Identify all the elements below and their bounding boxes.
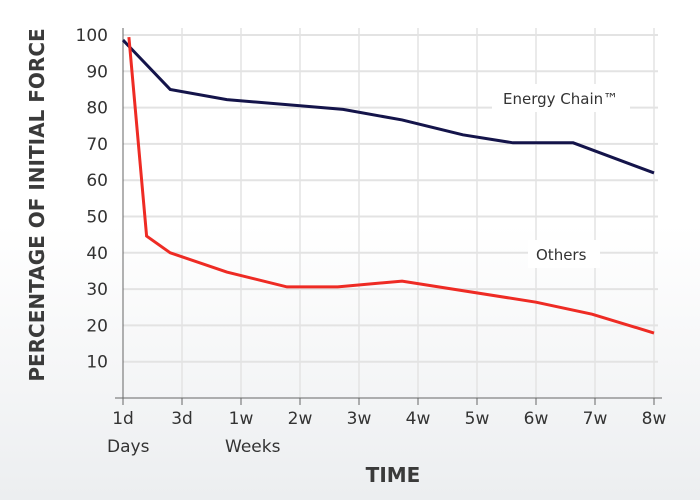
x-tick-label: 1w xyxy=(229,409,254,429)
y-axis-title: PERCENTAGE OF INITIAL FORCE xyxy=(25,28,49,381)
y-tick-label: 100 xyxy=(76,26,108,46)
x-tick-label: 4w xyxy=(406,409,431,429)
x-tick-label: 3w xyxy=(347,409,372,429)
x-axis-title: TIME xyxy=(366,463,421,487)
legend-energy-chain-box xyxy=(492,84,630,112)
x-tick-label: 7w xyxy=(583,409,608,429)
y-tick-label: 20 xyxy=(86,316,108,336)
y-tick-label: 60 xyxy=(86,171,108,191)
legend-energy-chain: Energy Chain™ xyxy=(503,90,618,108)
x-tick-label: 5w xyxy=(465,409,490,429)
y-tick-label: 50 xyxy=(86,208,108,228)
y-tick-label: 80 xyxy=(86,99,108,119)
y-tick-label: 40 xyxy=(86,244,108,264)
y-tick-label: 10 xyxy=(86,353,108,373)
x-tick-label: 3d xyxy=(171,409,193,429)
grid xyxy=(123,28,658,398)
x-tick-label: 2w xyxy=(288,409,313,429)
series-line-energy-chain xyxy=(121,39,655,175)
legend-others-box xyxy=(528,240,600,268)
x-group-label: Weeks xyxy=(225,437,281,457)
x-group-label: Days xyxy=(107,437,150,457)
legend-others: Others xyxy=(536,246,587,264)
x-tick-label: 6w xyxy=(524,409,549,429)
y-tick-label: 90 xyxy=(86,62,108,82)
x-tick-label: 8w xyxy=(642,409,667,429)
y-tick-label: 70 xyxy=(86,135,108,155)
x-tick-label: 1d xyxy=(112,409,134,429)
y-tick-label: 30 xyxy=(86,280,108,300)
series-line-others xyxy=(127,37,655,335)
